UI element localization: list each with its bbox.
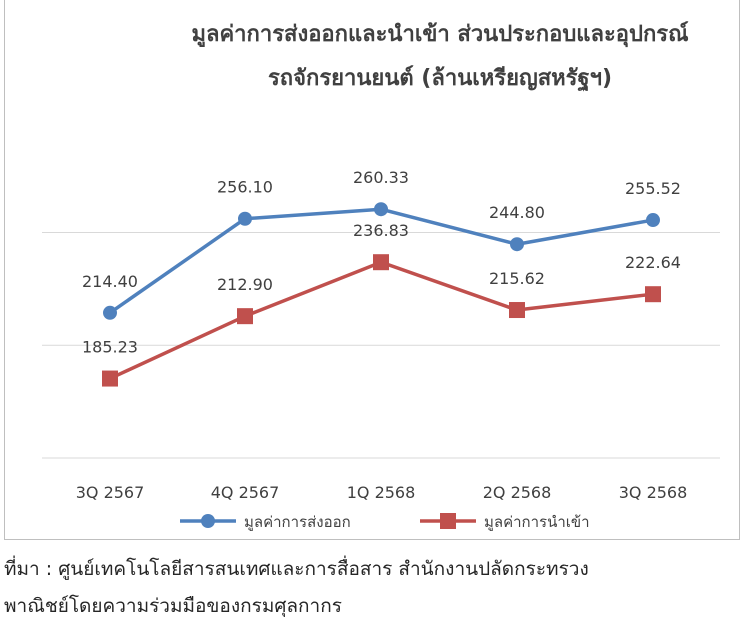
line-chart: 3Q 2567 4Q 2567 1Q 2568 2Q 2568 3Q 2568 214.4…	[42, 168, 720, 531]
series-2-point	[509, 302, 525, 319]
legend-marker-square	[440, 513, 456, 529]
x-tick-label: 3Q 2568	[619, 483, 688, 502]
series-1-point	[238, 211, 252, 226]
chart-title-line-1: มูลค่าการส่งออกและนำเข้า ส่วนประกอบและอุ…	[191, 22, 689, 47]
data-label: 215.62	[489, 269, 545, 288]
x-tick-label: 1Q 2568	[347, 483, 416, 502]
data-label: 255.52	[625, 179, 681, 198]
series-2-point	[237, 308, 253, 325]
data-label: 214.40	[82, 272, 138, 291]
x-tick-label: 4Q 2567	[211, 483, 280, 502]
chart-title-line-2: รถจักรยานยนต์ (ล้านเหรียญสหรัฐฯ)	[267, 66, 613, 91]
data-label: 260.33	[353, 168, 409, 187]
series-1-point	[103, 305, 117, 320]
source-note-line-2: พาณิชย์โดยความร่วมมือของกรมศุลกากร	[4, 595, 342, 617]
x-tick-label: 3Q 2567	[76, 483, 145, 502]
series-2-point	[102, 370, 118, 387]
source-note-line-1: ที่มา : ศูนย์เทคโนโลยีสารสนเทศและการสื่อ…	[4, 558, 589, 580]
series-1-point	[646, 213, 660, 228]
x-tick-label: 2Q 2568	[483, 483, 552, 502]
series-1-point	[510, 237, 524, 252]
series-2-point	[373, 254, 389, 271]
legend-marker-circle	[201, 514, 215, 528]
data-label: 256.10	[217, 178, 273, 197]
series-1-point	[374, 202, 388, 217]
data-label: 185.23	[82, 338, 138, 357]
series-2-point	[645, 286, 661, 303]
legend-label: มูลค่าการส่งออก	[244, 513, 351, 531]
series-line-2	[109, 260, 654, 381]
legend-label: มูลค่าการนำเข้า	[484, 513, 590, 531]
data-label: 236.83	[353, 221, 409, 240]
data-label: 244.80	[489, 203, 545, 222]
data-label: 212.90	[217, 275, 273, 294]
chart-frame	[4, 0, 740, 540]
data-label: 222.64	[625, 253, 681, 272]
